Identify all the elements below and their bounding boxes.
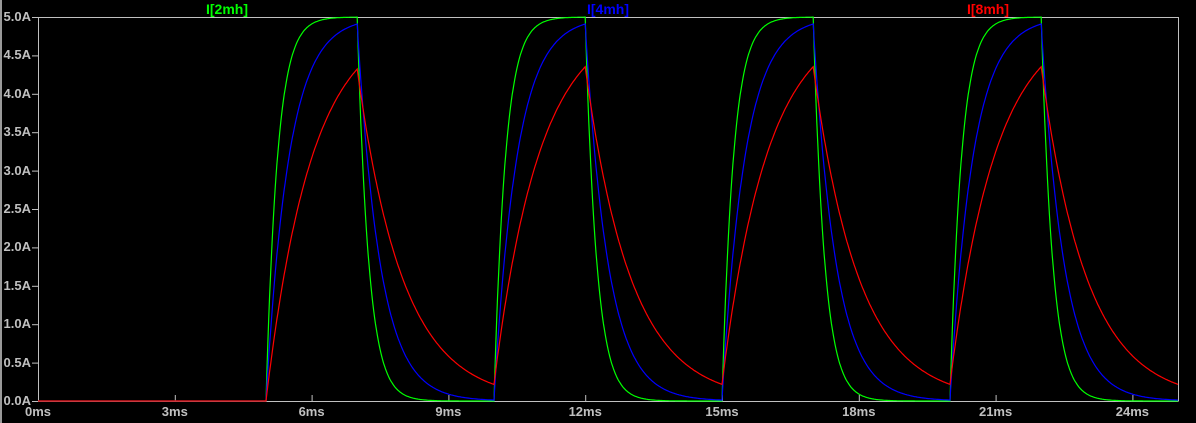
x-tick-label: 3ms	[161, 404, 188, 419]
x-tick-label: 24ms	[1115, 404, 1150, 419]
x-tick-label: 15ms	[705, 404, 739, 419]
trace-i2mh	[38, 16, 1178, 402]
y-tick-label: 2.5A	[3, 201, 31, 216]
y-tick-label: 4.0A	[3, 85, 31, 101]
x-tick-label: 6ms	[298, 404, 325, 419]
y-tick-label: 5.0A	[3, 9, 31, 24]
y-tick-label: 3.5A	[3, 124, 31, 140]
legend-item-i2mh[interactable]: I[2mh]	[206, 1, 248, 17]
x-tick-label: 21ms	[978, 404, 1013, 419]
trace-i4mh	[38, 23, 1179, 402]
y-tick-label: 0.5A	[3, 354, 31, 370]
y-tick-label: 0.0A	[3, 393, 31, 408]
legend-item-i4mh[interactable]: I[4mh]	[587, 1, 629, 17]
y-tick-label: 2.0A	[3, 239, 31, 255]
window-left-border	[0, 0, 2, 423]
x-tick-label: 12ms	[568, 404, 602, 419]
x-tick-label: 0ms	[24, 404, 52, 419]
x-tick-label: 18ms	[842, 404, 876, 419]
trace-i8mh	[38, 65, 1179, 402]
x-tick-label: 9ms	[435, 404, 462, 419]
y-tick-label: 4.5A	[3, 47, 31, 63]
legend-item-i8mh[interactable]: I[8mh]	[967, 1, 1009, 17]
y-tick-label: 3.0A	[3, 162, 31, 178]
y-tick-label: 1.5A	[3, 277, 31, 293]
y-tick-label: 1.0A	[3, 316, 31, 332]
